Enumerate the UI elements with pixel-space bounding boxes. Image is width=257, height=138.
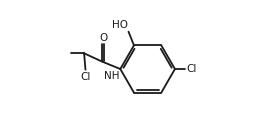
Text: Cl: Cl <box>80 72 91 82</box>
Text: Cl: Cl <box>186 64 197 74</box>
Text: O: O <box>99 33 107 43</box>
Text: HO: HO <box>112 20 128 30</box>
Text: NH: NH <box>104 71 120 81</box>
